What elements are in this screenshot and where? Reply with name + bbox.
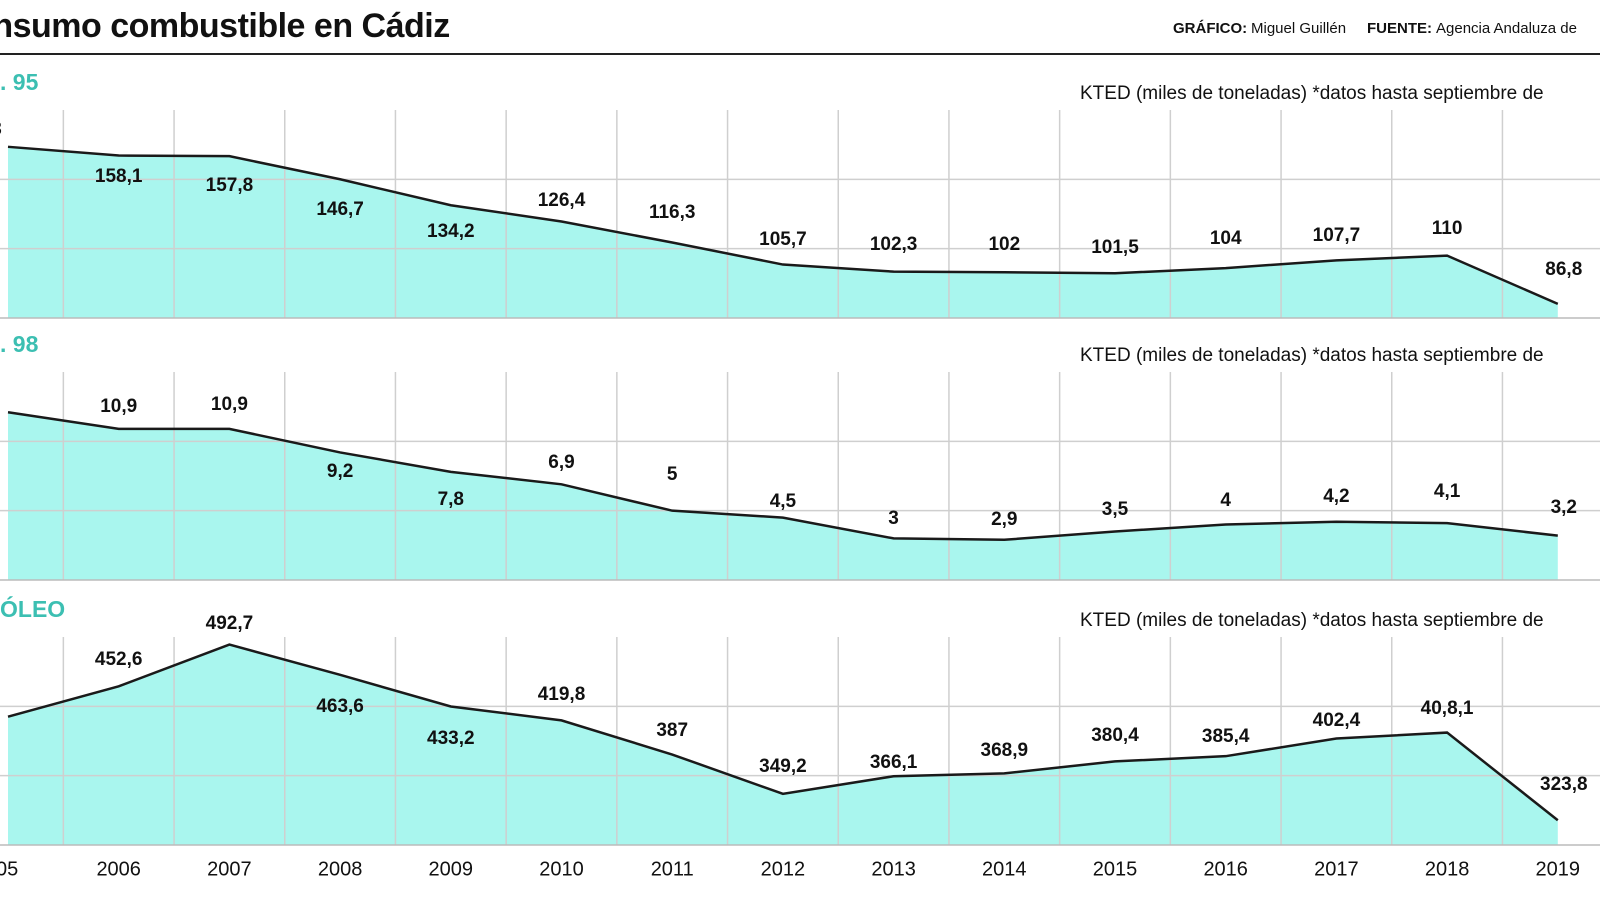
line <box>7 410 1558 542</box>
value-label: 349,2 <box>759 756 807 777</box>
value-label: 126,4 <box>538 190 586 211</box>
chart-title: Consumo combustible en Cádiz <box>0 7 450 45</box>
credit-value: Miguel Guillén <box>1251 20 1346 37</box>
panel-subtitle: KTED (miles de toneladas) *datos hasta s… <box>1080 83 1544 104</box>
x-tick-label: 2017 <box>1314 858 1359 880</box>
value-label: 4 <box>1220 490 1231 511</box>
value-label: 4,5 <box>770 491 797 512</box>
value-label: 116,3 <box>649 202 696 223</box>
x-tick-label: 2019 <box>1536 858 1581 880</box>
value-label: 7,8 <box>438 489 464 510</box>
value-label: 157,8 <box>206 175 254 196</box>
value-label: 134,2 <box>427 221 475 242</box>
value-label: 40,8,1 <box>1421 698 1474 719</box>
value-label: 380,4 <box>1091 725 1139 746</box>
panel-title: ÓLEO <box>0 595 65 622</box>
value-label: 104 <box>1210 228 1242 249</box>
x-tick-label: 2012 <box>761 858 806 880</box>
value-label: 9,2 <box>327 461 353 482</box>
panel-subtitle: KTED (miles de toneladas) *datos hasta s… <box>1080 345 1544 366</box>
value-label: 4,1 <box>1434 481 1461 502</box>
value-label: 102 <box>988 234 1020 255</box>
value-label: 419,8 <box>538 684 586 705</box>
value-label: 368,9 <box>981 740 1029 761</box>
value-label: 105,7 <box>759 229 807 250</box>
x-tick-label: 2011 <box>651 858 694 880</box>
x-tick-label: 2008 <box>318 858 363 880</box>
x-tick-label: 2018 <box>1425 858 1470 880</box>
panel-title: . 95 <box>0 69 39 95</box>
x-tick-label: 2007 <box>207 858 252 880</box>
x-tick-label: 2005 <box>0 858 18 880</box>
credit-key: FUENTE: <box>1367 20 1432 37</box>
value-label: 452,6 <box>95 649 143 670</box>
credit-value: Agencia Andaluza de <box>1436 20 1577 37</box>
value-label: 5 <box>667 464 678 485</box>
x-tick-label: 2014 <box>982 858 1027 880</box>
area <box>8 644 1558 845</box>
x-tick-label: 2009 <box>429 858 474 880</box>
value-label: 385,4 <box>1202 726 1250 747</box>
value-label: 366,1 <box>870 752 918 773</box>
value-label: 10,9 <box>100 396 137 417</box>
x-tick-label: 2015 <box>1093 858 1138 880</box>
value-label: 433,2 <box>427 728 475 749</box>
value-label: 3,2 <box>1551 497 1577 518</box>
value-label: 146,7 <box>316 199 364 220</box>
panel-subtitle: KTED (miles de toneladas) *datos hasta s… <box>1080 610 1544 631</box>
value-label: 323,8 <box>1540 774 1588 795</box>
value-label: 3,5 <box>1102 499 1129 520</box>
value-label: 86,8 <box>1545 259 1582 280</box>
value-label: 4,2 <box>1323 486 1349 507</box>
value-label: 492,7 <box>206 613 254 634</box>
value-label: 102,3 <box>870 234 918 255</box>
value-label: 162,3 <box>0 119 2 140</box>
x-tick-label: 2006 <box>96 858 141 880</box>
x-tick-label: 2010 <box>539 858 584 880</box>
value-label: 3 <box>888 508 899 529</box>
value-label: 387 <box>656 720 688 741</box>
value-label: 110 <box>1432 218 1463 239</box>
value-label: 158,1 <box>95 166 143 187</box>
value-label: 402,4 <box>1313 710 1361 731</box>
value-label: 6,9 <box>548 452 574 473</box>
line <box>7 643 1559 822</box>
value-label: 463,6 <box>316 696 364 717</box>
value-label: 107,7 <box>1313 225 1361 246</box>
value-label: 10,9 <box>211 394 248 415</box>
value-label: 101,5 <box>1091 237 1139 258</box>
x-tick-label: 2013 <box>871 858 916 880</box>
line <box>7 145 1559 306</box>
value-label: 2,9 <box>991 509 1017 530</box>
x-tick-label: 2016 <box>1203 858 1248 880</box>
credit-key: GRÁFICO: <box>1173 20 1247 37</box>
panel-title: . 98 <box>0 331 39 357</box>
